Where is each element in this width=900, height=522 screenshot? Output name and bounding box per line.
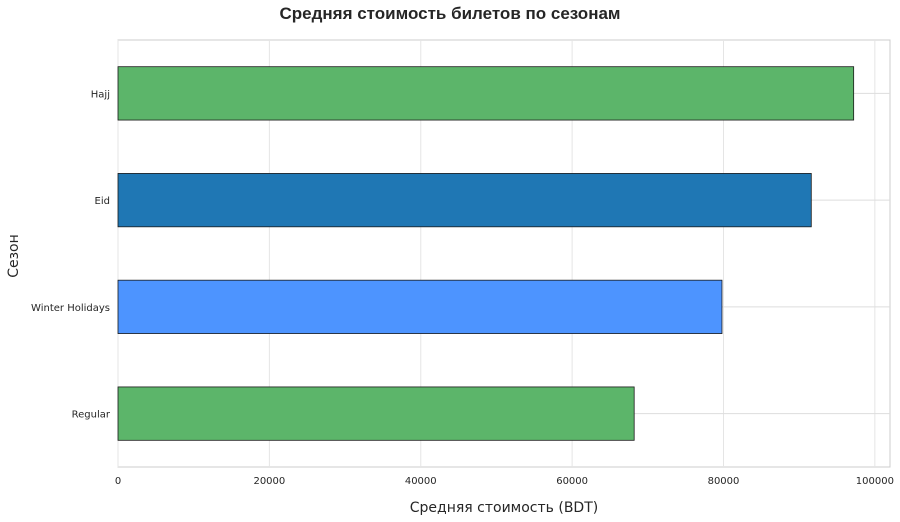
- x-tick-label: 100000: [856, 476, 894, 487]
- y-tick-label: Hajj: [91, 89, 110, 100]
- x-tick-labels: 0 20000 40000 60000 80000 100000: [115, 476, 894, 487]
- y-tick-label: Winter Holidays: [31, 303, 110, 314]
- bar-winter-holidays: [117, 279, 723, 334]
- x-tick-label: 20000: [253, 476, 285, 487]
- x-tick-label: 0: [115, 476, 121, 487]
- x-tick-label: 80000: [708, 476, 740, 487]
- x-tick-label: 60000: [556, 476, 588, 487]
- y-tick-labels: Hajj Eid Winter Holidays Regular: [31, 89, 111, 420]
- bar-eid: [117, 173, 812, 228]
- y-tick-label: Eid: [95, 196, 110, 207]
- bar-hajj: [117, 66, 855, 121]
- y-tick-label: Regular: [72, 410, 111, 421]
- x-axis-label: Средняя стоимость (BDT): [410, 500, 598, 516]
- x-tick-label: 40000: [405, 476, 437, 487]
- chart-title: Средняя стоимость билетов по сезонам: [279, 4, 621, 23]
- bars: [117, 66, 855, 441]
- y-axis-label: Сезон: [6, 234, 22, 278]
- bar-regular: [117, 386, 635, 441]
